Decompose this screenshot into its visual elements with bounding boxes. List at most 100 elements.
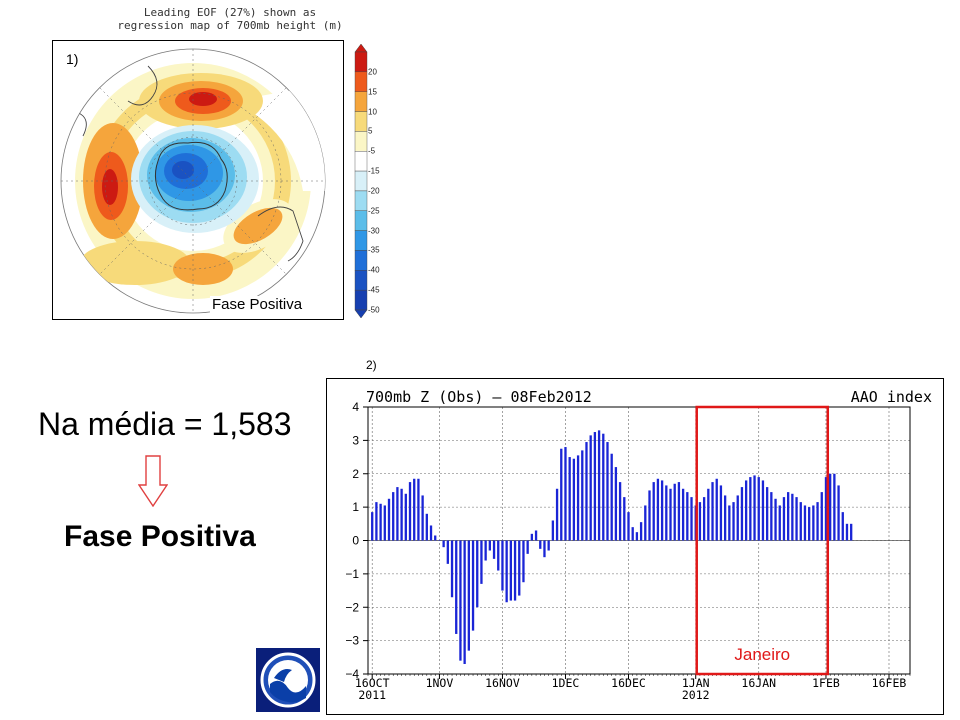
bar xyxy=(383,505,386,541)
plot-area xyxy=(367,406,911,675)
bar xyxy=(850,523,853,541)
bar xyxy=(526,540,529,554)
bar xyxy=(681,488,685,541)
colorbar-label: 20 xyxy=(368,67,377,77)
x-year-label: 2011 xyxy=(358,688,386,702)
y-tick-label: 0 xyxy=(352,534,359,548)
bar xyxy=(434,535,437,541)
bar xyxy=(568,457,571,541)
bar xyxy=(400,488,403,541)
bar xyxy=(497,540,500,571)
colorbar-label: -35 xyxy=(368,245,380,255)
colorbar-label: -20 xyxy=(368,186,380,196)
bar xyxy=(799,502,802,541)
bar xyxy=(833,473,836,541)
bar xyxy=(845,523,849,541)
bar xyxy=(770,492,773,541)
colorbar-segment xyxy=(354,270,368,291)
x-tick-label: 1NOV xyxy=(426,676,454,690)
bar xyxy=(715,478,718,541)
bar xyxy=(404,493,407,541)
colorbar-label: -50 xyxy=(368,305,380,315)
colorbar-segment xyxy=(354,111,368,132)
bar xyxy=(530,533,534,541)
bar xyxy=(660,480,664,541)
x-tick-label: 16NOV xyxy=(485,676,520,690)
map-panel-number: 1) xyxy=(66,51,79,67)
bar xyxy=(560,448,563,541)
bar xyxy=(555,488,559,541)
map-title: Leading EOF (27%) shown as regression ma… xyxy=(80,6,380,32)
colorbar xyxy=(354,44,368,318)
bar xyxy=(408,482,412,541)
bar xyxy=(677,482,681,541)
x-tick-label: 1DEC xyxy=(552,676,580,690)
colorbar-segment xyxy=(354,131,368,152)
bar xyxy=(623,497,626,541)
colorbar-segment xyxy=(354,151,368,172)
map-title-line1: Leading EOF (27%) shown as xyxy=(143,6,317,19)
colorbar-segment xyxy=(354,230,368,251)
bar xyxy=(484,540,487,561)
bar xyxy=(698,502,702,541)
bar xyxy=(492,540,496,559)
y-tick-label: 4 xyxy=(352,400,359,414)
bar xyxy=(513,540,517,601)
bar xyxy=(606,442,609,541)
x-tick-label: 1JAN xyxy=(682,676,710,690)
bar xyxy=(429,525,433,541)
bar xyxy=(585,442,588,541)
colorbar-segment xyxy=(354,289,368,311)
highlight-label: Janeiro xyxy=(734,645,790,664)
bar xyxy=(820,492,823,541)
bar xyxy=(829,473,832,541)
bar xyxy=(673,483,676,541)
bar xyxy=(635,532,639,541)
colorbar-segment xyxy=(354,51,368,73)
chart-frame xyxy=(326,378,944,715)
bar xyxy=(656,478,660,541)
bar xyxy=(791,493,794,541)
bar xyxy=(707,488,710,541)
bar xyxy=(455,540,458,634)
bar xyxy=(652,482,655,541)
bar xyxy=(669,488,672,541)
bar xyxy=(757,477,760,541)
bar xyxy=(808,507,811,541)
bar xyxy=(824,477,828,541)
bar xyxy=(476,540,479,608)
bar xyxy=(551,520,555,541)
colorbar-label: 10 xyxy=(368,107,377,117)
colorbar-segment xyxy=(354,170,368,192)
chart-panel-number: 2) xyxy=(366,358,377,372)
bar xyxy=(413,478,416,541)
colorbar-label: -30 xyxy=(368,226,380,236)
bar xyxy=(421,495,424,541)
bar xyxy=(425,513,428,541)
bar xyxy=(564,447,567,541)
bar xyxy=(581,450,584,541)
bar xyxy=(593,432,597,541)
colorbar-arrow-bottom xyxy=(354,309,368,318)
bar xyxy=(753,475,756,541)
x-tick-label: 16DEC xyxy=(611,676,646,690)
map-title-line2: regression map of 700mb height (m) xyxy=(117,19,343,32)
bar xyxy=(396,487,399,541)
bar xyxy=(837,485,840,541)
colorbar-label: -45 xyxy=(368,285,380,295)
bar xyxy=(379,503,382,541)
bar xyxy=(450,540,454,598)
polar-map-graphic xyxy=(60,48,326,314)
chart-title: 700mb Z (Obs) – 08Feb2012 xyxy=(366,388,592,406)
y-tick-label: −4 xyxy=(345,667,359,681)
bar xyxy=(480,540,483,584)
bar xyxy=(505,540,508,603)
y-tick-label: −2 xyxy=(345,600,359,614)
bar xyxy=(648,490,651,541)
bar xyxy=(686,492,689,541)
colorbar-labels: 20 15 10 5 -5 -15 -20 -25 -30 -35 -40 -45 -50 xyxy=(368,44,408,318)
colorbar-segment xyxy=(354,91,368,112)
bar xyxy=(375,502,378,541)
bar xyxy=(782,497,786,541)
bar xyxy=(644,505,647,541)
